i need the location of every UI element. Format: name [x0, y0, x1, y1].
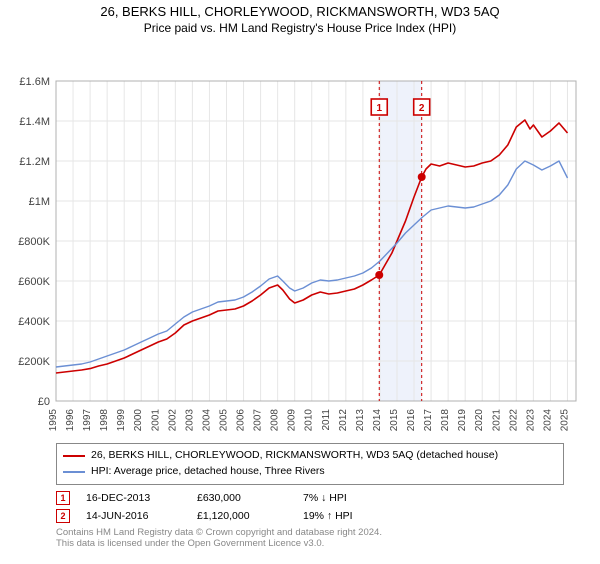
svg-text:2007: 2007: [253, 409, 264, 432]
footer-line: Contains HM Land Registry data © Crown c…: [56, 527, 564, 538]
svg-text:2003: 2003: [184, 409, 195, 432]
chart-title: 26, BERKS HILL, CHORLEYWOOD, RICKMANSWOR…: [0, 4, 600, 19]
svg-text:1: 1: [376, 103, 382, 114]
svg-text:1999: 1999: [116, 409, 127, 432]
svg-text:2017: 2017: [423, 409, 434, 432]
svg-text:£1.4M: £1.4M: [19, 116, 50, 128]
svg-text:£0: £0: [38, 396, 50, 408]
svg-text:£200K: £200K: [18, 356, 50, 368]
sales-list: 1 16-DEC-2013 £630,000 7% ↓ HPI 2 14-JUN…: [56, 491, 564, 523]
svg-text:2020: 2020: [474, 409, 485, 432]
sale-row: 1 16-DEC-2013 £630,000 7% ↓ HPI: [56, 491, 564, 505]
sale-date: 14-JUN-2016: [86, 510, 181, 522]
svg-text:2004: 2004: [201, 409, 212, 432]
svg-text:2014: 2014: [372, 409, 383, 432]
svg-text:2011: 2011: [321, 409, 332, 431]
svg-text:£600K: £600K: [18, 276, 50, 288]
svg-text:2022: 2022: [508, 409, 519, 432]
svg-text:2010: 2010: [304, 409, 315, 432]
svg-text:2021: 2021: [491, 409, 502, 432]
legend: 26, BERKS HILL, CHORLEYWOOD, RICKMANSWOR…: [56, 443, 564, 485]
svg-text:2013: 2013: [355, 409, 366, 432]
svg-text:2024: 2024: [542, 409, 553, 432]
svg-text:2001: 2001: [150, 409, 161, 432]
sale-marker-icon: 1: [56, 491, 70, 505]
svg-text:2002: 2002: [167, 409, 178, 432]
svg-text:1998: 1998: [99, 409, 110, 432]
footer: Contains HM Land Registry data © Crown c…: [56, 527, 564, 549]
line-chart: £0 £200K £400K £600K £800K £1M £1.2M £1.4M £1.6M…: [0, 37, 600, 437]
svg-text:2016: 2016: [406, 409, 417, 432]
chart-container: 26, BERKS HILL, CHORLEYWOOD, RICKMANSWOR…: [0, 4, 600, 564]
svg-text:2000: 2000: [133, 409, 144, 432]
svg-text:1996: 1996: [65, 409, 76, 432]
svg-text:2018: 2018: [440, 409, 451, 432]
legend-swatch: [63, 471, 85, 473]
svg-text:2006: 2006: [236, 409, 247, 432]
svg-text:2008: 2008: [270, 409, 281, 432]
sale-delta: 7% ↓ HPI: [303, 492, 347, 504]
svg-text:£800K: £800K: [18, 236, 50, 248]
svg-text:2: 2: [419, 103, 425, 114]
svg-text:2012: 2012: [338, 409, 349, 432]
svg-text:1995: 1995: [48, 409, 59, 432]
svg-text:£400K: £400K: [18, 316, 50, 328]
sale-price: £1,120,000: [197, 510, 287, 522]
sale-price: £630,000: [197, 492, 287, 504]
chart-subtitle: Price paid vs. HM Land Registry's House …: [0, 21, 600, 35]
svg-text:2005: 2005: [218, 409, 229, 432]
legend-swatch: [63, 455, 85, 457]
legend-entry: HPI: Average price, detached house, Thre…: [63, 464, 557, 480]
svg-text:2023: 2023: [525, 409, 536, 432]
sale-row: 2 14-JUN-2016 £1,120,000 19% ↑ HPI: [56, 509, 564, 523]
svg-text:£1.2M: £1.2M: [19, 156, 50, 168]
sale-marker-icon: 2: [56, 509, 70, 523]
svg-text:£1.6M: £1.6M: [19, 76, 50, 88]
footer-line: This data is licensed under the Open Gov…: [56, 538, 564, 549]
svg-text:2019: 2019: [457, 409, 468, 432]
legend-label: 26, BERKS HILL, CHORLEYWOOD, RICKMANSWOR…: [91, 448, 498, 464]
svg-text:2009: 2009: [287, 409, 298, 432]
legend-label: HPI: Average price, detached house, Thre…: [91, 464, 325, 480]
legend-entry: 26, BERKS HILL, CHORLEYWOOD, RICKMANSWOR…: [63, 448, 557, 464]
svg-text:£1M: £1M: [29, 196, 50, 208]
svg-text:1997: 1997: [82, 409, 93, 432]
sale-delta: 19% ↑ HPI: [303, 510, 353, 522]
sale-date: 16-DEC-2013: [86, 492, 181, 504]
svg-text:2015: 2015: [389, 409, 400, 432]
svg-text:2025: 2025: [559, 409, 570, 432]
